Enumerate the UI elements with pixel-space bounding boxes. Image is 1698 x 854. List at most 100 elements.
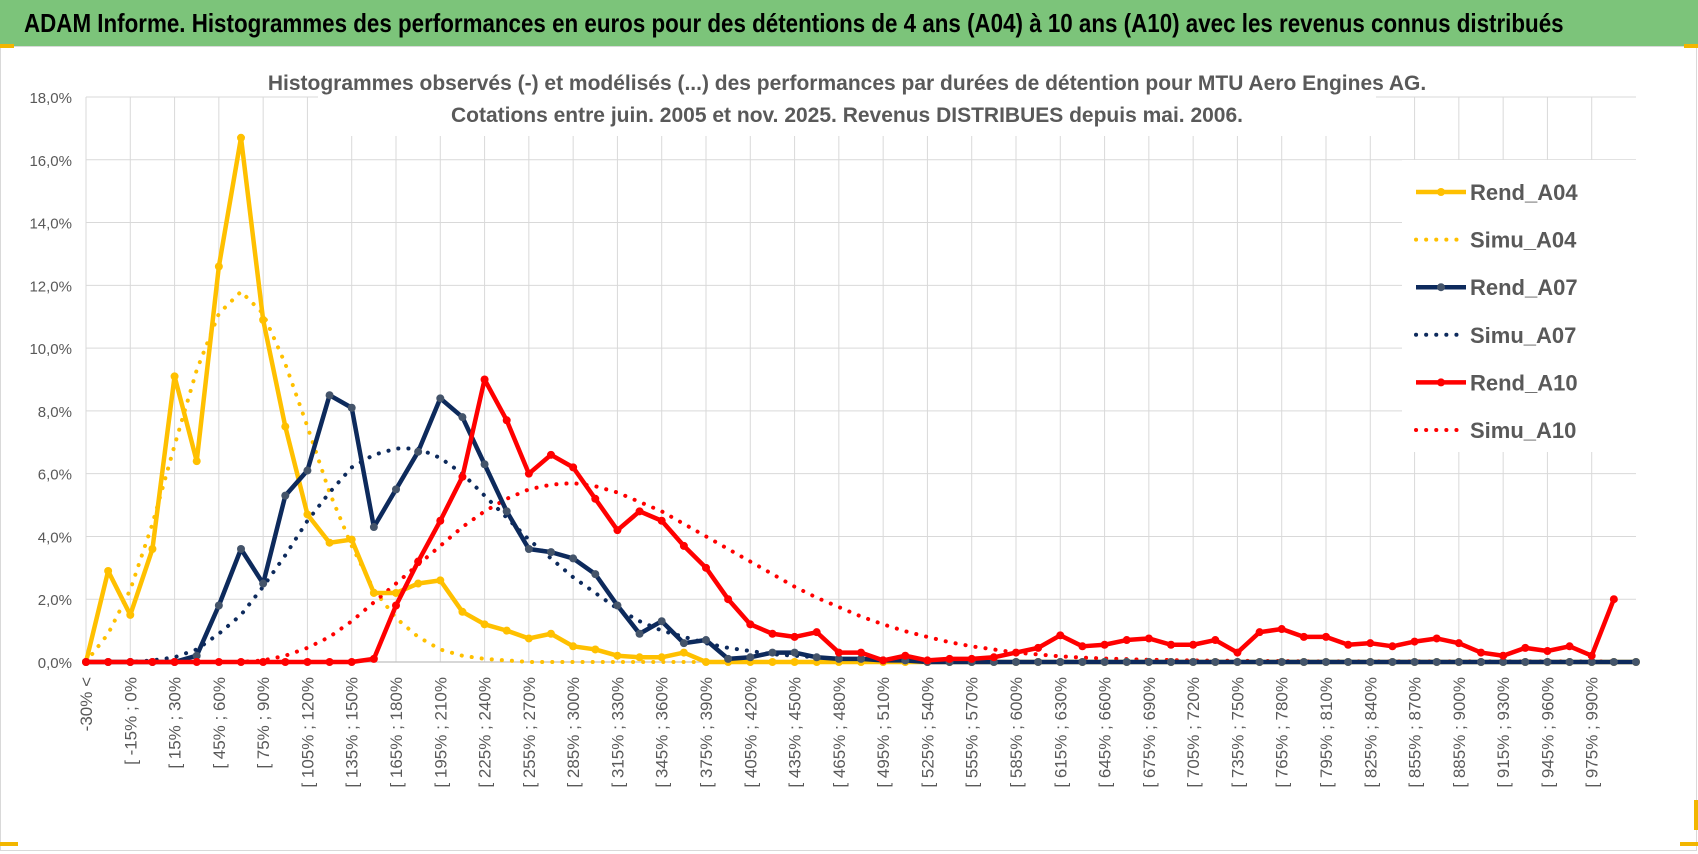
data-point: [1499, 651, 1508, 660]
legend-marker: [1437, 378, 1445, 387]
data-point: [1122, 658, 1131, 666]
data-point: [458, 607, 467, 616]
legend-background: [1402, 160, 1646, 452]
x-tick-label: [ 735% ; 750%: [1228, 677, 1247, 788]
data-point: [945, 654, 954, 663]
data-point: [1211, 658, 1220, 666]
x-tick-label: [ 135% ; 150%: [343, 677, 362, 788]
data-point: [989, 653, 998, 662]
data-point: [1344, 658, 1353, 666]
data-point: [1034, 658, 1043, 666]
data-point: [458, 472, 467, 481]
data-point: [1587, 651, 1596, 660]
data-point: [1012, 648, 1020, 657]
data-point: [1477, 658, 1485, 666]
x-tick-label: [ 465% ; 480%: [830, 677, 849, 788]
data-point: [524, 469, 533, 478]
y-tick-label: 12,0%: [29, 278, 72, 295]
data-point: [148, 545, 157, 553]
data-point: [347, 658, 356, 666]
x-tick-label: [ 15% ; 30%: [166, 677, 185, 769]
data-point: [1255, 658, 1264, 666]
frame-corner-top-left: [0, 44, 14, 48]
data-point: [524, 634, 533, 643]
data-point: [1078, 642, 1087, 651]
data-point: [1322, 658, 1330, 666]
data-point: [170, 658, 179, 666]
data-point: [812, 628, 821, 637]
x-tick-label: [ 975% ; 990%: [1583, 677, 1602, 788]
x-tick-label: [ 75% ; 90%: [254, 677, 273, 769]
legend-marker: [1437, 283, 1445, 292]
data-point: [591, 645, 600, 654]
x-tick-label: [ 495% ; 510%: [874, 677, 893, 788]
data-point: [768, 658, 777, 666]
data-point: [613, 526, 622, 535]
y-tick-label: 16,0%: [29, 153, 72, 170]
data-point: [591, 570, 600, 579]
y-tick-label: 10,0%: [29, 341, 72, 358]
data-point: [857, 654, 865, 663]
y-tick-label: 8,0%: [38, 404, 72, 421]
data-point: [1255, 628, 1264, 637]
data-point: [1344, 640, 1353, 649]
data-point: [414, 447, 423, 456]
data-point: [1366, 639, 1375, 648]
data-point: [1543, 658, 1552, 666]
data-point: [148, 658, 157, 666]
data-point: [547, 629, 555, 638]
chart-title-line-1: Histogrammes observés (-) et modélisés (…: [268, 72, 1426, 95]
data-point: [1299, 632, 1308, 641]
legend-marker: [1437, 188, 1445, 196]
x-tick-label: [ 765% ; 780%: [1273, 677, 1292, 788]
data-point: [834, 648, 843, 657]
data-point: [1211, 636, 1220, 645]
data-point: [303, 510, 312, 519]
data-point: [502, 416, 511, 425]
frame-corner-top-right: [1684, 44, 1698, 48]
data-point: [1233, 648, 1242, 657]
y-tick-label: 4,0%: [38, 529, 72, 546]
title-banner: ADAM Informe. Histogrammes des performan…: [0, 0, 1698, 47]
x-tick-label: [ -15% ; 0%: [121, 677, 140, 765]
x-tick-label: [ 105% ; 120%: [298, 677, 317, 788]
frame-corner-right-mid: [1694, 800, 1698, 830]
data-point: [192, 651, 201, 660]
data-point: [458, 413, 467, 422]
series-rend-a10: [82, 375, 1618, 666]
chart-frame: [0, 46, 1697, 851]
data-point: [1100, 658, 1109, 666]
x-tick-label: [ 675% ; 690%: [1140, 677, 1159, 788]
data-point: [170, 372, 179, 381]
data-point: [1122, 636, 1131, 645]
y-tick-label: 6,0%: [38, 467, 72, 484]
series-line-simu_a04: [84, 289, 1638, 664]
data-point: [746, 620, 755, 629]
data-point: [1565, 642, 1574, 651]
data-point: [214, 262, 223, 271]
data-point: [1410, 658, 1419, 666]
x-tick-label: [ 345% ; 360%: [653, 677, 672, 788]
data-point: [502, 507, 511, 516]
data-point: [635, 653, 644, 662]
data-point: [414, 579, 423, 588]
legend-label: Rend_A07: [1470, 275, 1578, 300]
data-point: [702, 658, 710, 666]
legend: Rend_A04 Simu_A04 Rend_A07 Simu_A07 Rend_A10…: [1414, 180, 1578, 443]
x-tick-label: [ 315% ; 330%: [608, 677, 627, 788]
chart-title-background: [318, 64, 1376, 136]
data-point: [1233, 658, 1242, 666]
data-point: [1454, 658, 1463, 666]
report-title: ADAM Informe. Histogrammes des performan…: [24, 8, 1564, 38]
data-point: [1144, 634, 1153, 643]
data-point: [1632, 658, 1640, 666]
frame-corner-bottom-left: [0, 842, 18, 846]
data-point: [724, 654, 733, 663]
data-point: [1056, 658, 1065, 666]
series-line-simu_a10: [84, 481, 1616, 664]
data-point: [1477, 648, 1485, 657]
x-tick-label: [ 885% ; 900%: [1450, 677, 1469, 788]
data-point: [679, 541, 688, 550]
data-point: [613, 651, 622, 660]
data-point: [259, 315, 268, 324]
